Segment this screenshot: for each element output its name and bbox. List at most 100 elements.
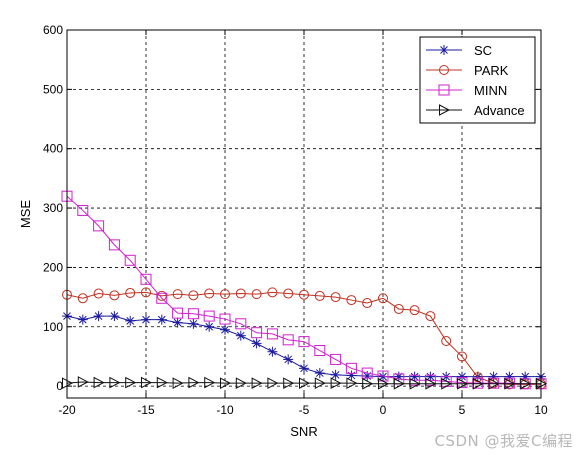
data-point-advance bbox=[125, 376, 137, 389]
legend-marker-minn bbox=[438, 84, 450, 96]
x-axis-ticks: -20 -15 -10 -5 0 5 10 bbox=[58, 30, 548, 417]
data-point-park bbox=[77, 293, 88, 304]
data-point-sc bbox=[251, 338, 262, 349]
y-axis-ticks: 0 100 200 300 400 500 600 bbox=[43, 23, 541, 393]
data-point-advance bbox=[504, 377, 516, 390]
data-point-advance bbox=[141, 376, 153, 389]
data-point-park bbox=[267, 287, 278, 298]
data-point-minn bbox=[187, 308, 199, 320]
data-point-park bbox=[109, 290, 120, 301]
data-point-advance bbox=[472, 377, 484, 390]
y-tick-label: 200 bbox=[43, 260, 63, 274]
data-point-advance bbox=[235, 377, 247, 389]
data-point-sc bbox=[188, 318, 199, 329]
legend-item-advance: Advance bbox=[426, 103, 525, 118]
data-point-advance bbox=[457, 377, 469, 390]
data-point-minn bbox=[314, 345, 326, 357]
legend-label-sc: SC bbox=[474, 43, 492, 58]
data-point-minn bbox=[219, 313, 231, 325]
data-point-advance bbox=[378, 377, 390, 390]
data-point-advance bbox=[520, 377, 532, 390]
data-point-advance bbox=[362, 377, 374, 390]
series-park bbox=[62, 287, 546, 390]
data-point-park bbox=[378, 293, 388, 304]
data-point-sc bbox=[93, 311, 104, 322]
data-point-sc bbox=[393, 371, 404, 382]
x-tick-label: 10 bbox=[534, 403, 548, 417]
data-point-park bbox=[283, 288, 294, 299]
series-line-park bbox=[66, 291, 541, 385]
data-point-sc bbox=[220, 324, 230, 335]
x-axis-label: SNR bbox=[290, 424, 317, 439]
series-line-advance bbox=[66, 381, 541, 385]
series-line-minn bbox=[66, 195, 541, 385]
y-axis-label: MSE bbox=[18, 200, 33, 229]
data-point-minn bbox=[140, 273, 152, 285]
x-tick-label: -5 bbox=[299, 403, 310, 417]
legend-item-park: PARK bbox=[426, 63, 509, 78]
data-point-park bbox=[93, 288, 104, 299]
data-point-sc bbox=[330, 369, 341, 380]
legend-label-advance: Advance bbox=[474, 103, 525, 118]
x-tick-label: 0 bbox=[380, 403, 387, 417]
data-point-sc bbox=[457, 371, 467, 382]
y-tick-label: 100 bbox=[43, 320, 63, 334]
data-point-park bbox=[330, 292, 341, 303]
legend-item-sc: SC bbox=[426, 43, 492, 58]
data-point-advance bbox=[488, 377, 500, 390]
y-tick-label: 400 bbox=[43, 142, 63, 156]
data-point-park bbox=[299, 289, 309, 300]
data-point-advance bbox=[109, 376, 121, 389]
data-point-park bbox=[141, 287, 151, 298]
y-tick-label: 500 bbox=[43, 82, 63, 96]
data-point-advance bbox=[251, 377, 263, 389]
watermark-text: CSDN @我爱C编程 bbox=[434, 432, 573, 450]
data-point-sc bbox=[172, 317, 183, 328]
data-point-sc bbox=[299, 363, 309, 374]
x-tick-label: 5 bbox=[459, 403, 466, 417]
legend-marker-advance bbox=[439, 104, 451, 116]
x-tick-label: -15 bbox=[137, 403, 155, 417]
data-point-advance bbox=[441, 377, 453, 390]
data-point-advance bbox=[409, 377, 421, 390]
data-point-sc bbox=[109, 311, 120, 322]
data-point-sc bbox=[125, 315, 136, 326]
data-point-minn bbox=[108, 239, 120, 251]
data-point-minn bbox=[203, 310, 215, 322]
legend-label-park: PARK bbox=[474, 63, 509, 78]
legend: SC PARK MINN Advance bbox=[419, 36, 536, 124]
data-point-sc bbox=[267, 346, 278, 357]
data-point-sc bbox=[77, 314, 88, 325]
data-point-park bbox=[425, 311, 436, 322]
data-point-advance bbox=[425, 377, 437, 390]
legend-marker-sc bbox=[439, 45, 449, 55]
data-point-minn bbox=[345, 362, 357, 374]
data-point-park bbox=[125, 287, 136, 298]
x-tick-label: -20 bbox=[58, 403, 76, 417]
data-point-park bbox=[346, 295, 357, 306]
data-point-park bbox=[188, 290, 199, 301]
y-tick-label: 300 bbox=[43, 201, 63, 215]
data-point-park bbox=[172, 289, 183, 300]
data-point-park bbox=[314, 290, 325, 301]
data-point-advance bbox=[204, 376, 216, 389]
data-point-minn bbox=[330, 353, 342, 365]
data-point-advance bbox=[156, 376, 168, 389]
x-tick-label: -10 bbox=[216, 403, 234, 417]
data-point-sc bbox=[283, 354, 294, 365]
data-point-park bbox=[220, 289, 230, 300]
legend-marker-park bbox=[439, 65, 449, 75]
data-point-park bbox=[457, 351, 467, 362]
data-point-park bbox=[472, 372, 483, 383]
data-point-park bbox=[441, 336, 452, 347]
data-point-park bbox=[362, 298, 373, 309]
data-point-advance bbox=[330, 377, 342, 389]
data-point-advance bbox=[220, 377, 232, 389]
data-point-minn bbox=[124, 254, 136, 266]
data-point-minn bbox=[282, 334, 294, 346]
legend-item-minn: MINN bbox=[426, 83, 507, 98]
data-point-minn bbox=[77, 204, 89, 216]
data-point-advance bbox=[77, 376, 89, 388]
data-point-advance bbox=[188, 376, 200, 389]
